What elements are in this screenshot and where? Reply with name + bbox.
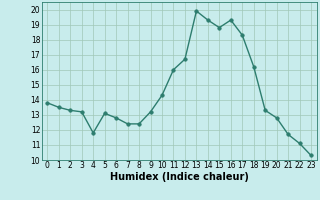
X-axis label: Humidex (Indice chaleur): Humidex (Indice chaleur) [110,172,249,182]
